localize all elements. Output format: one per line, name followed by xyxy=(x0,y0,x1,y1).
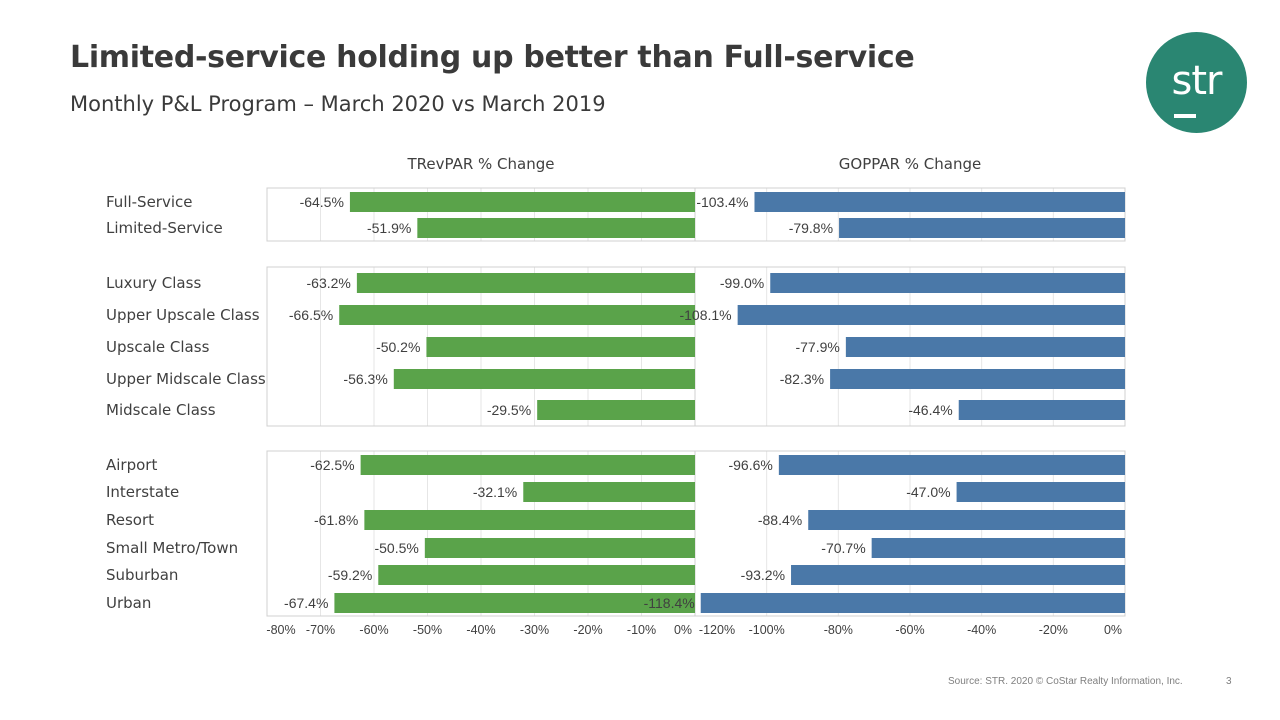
trevpar-data-label: -67.4% xyxy=(284,595,328,611)
goppar-data-label: -82.3% xyxy=(780,371,824,387)
trevpar-data-label: -50.2% xyxy=(376,339,420,355)
group-frame-1 xyxy=(266,187,1126,242)
trevpar-data-label: -66.5% xyxy=(289,307,333,323)
goppar-bar xyxy=(845,337,1125,357)
category-label: Airport xyxy=(106,456,157,474)
goppar-bar xyxy=(956,482,1125,502)
goppar-bar xyxy=(830,369,1125,389)
category-label: Upper Upscale Class xyxy=(106,306,260,324)
trevpar-bar xyxy=(537,400,695,420)
logo-underline xyxy=(1174,114,1196,118)
category-label: Suburban xyxy=(106,566,178,584)
trevpar-axis-tick: -10% xyxy=(627,623,656,637)
goppar-bar xyxy=(791,565,1125,585)
trevpar-axis-tick: -50% xyxy=(413,623,442,637)
goppar-axis-tick: 0% xyxy=(1104,623,1122,637)
category-label: Urban xyxy=(106,594,151,612)
goppar-axis-tick: -40% xyxy=(967,623,996,637)
group-frame-3 xyxy=(266,450,1126,617)
trevpar-data-label: -51.9% xyxy=(367,220,411,236)
trevpar-axis-tick: 0% xyxy=(674,623,692,637)
trevpar-axis-tick: -80% xyxy=(266,623,295,637)
goppar-data-label: -108.1% xyxy=(679,307,731,323)
str-logo-text: str xyxy=(1171,57,1223,104)
trevpar-bar xyxy=(360,455,695,475)
trevpar-axis-tick: -70% xyxy=(306,623,335,637)
goppar-data-label: -103.4% xyxy=(696,194,748,210)
goppar-bar xyxy=(958,400,1125,420)
trevpar-data-label: -32.1% xyxy=(473,484,517,500)
trevpar-axis-tick: -60% xyxy=(359,623,388,637)
panel-title-goppar: GOPPAR % Change xyxy=(839,155,981,173)
trevpar-bar xyxy=(339,305,695,325)
trevpar-data-label: -63.2% xyxy=(307,275,351,291)
trevpar-bar xyxy=(334,593,695,613)
trevpar-data-label: -29.5% xyxy=(487,402,531,418)
category-label: Upper Midscale Class xyxy=(106,370,266,388)
goppar-data-label: -79.8% xyxy=(789,220,833,236)
trevpar-data-label: -64.5% xyxy=(300,194,344,210)
trevpar-axis-tick: -40% xyxy=(466,623,495,637)
goppar-bar xyxy=(737,305,1125,325)
slide-subtitle: Monthly P&L Program – March 2020 vs Marc… xyxy=(70,92,606,116)
trevpar-bar xyxy=(417,218,695,238)
category-label: Upscale Class xyxy=(106,338,210,356)
trevpar-axis-tick: -30% xyxy=(520,623,549,637)
trevpar-bar xyxy=(523,482,695,502)
goppar-axis-tick: -80% xyxy=(824,623,853,637)
slide-title: Limited-service holding up better than F… xyxy=(70,40,915,75)
trevpar-bar xyxy=(364,510,695,530)
goppar-bar xyxy=(754,192,1125,212)
goppar-bar xyxy=(700,593,1125,613)
category-label: Resort xyxy=(106,511,154,529)
trevpar-bar xyxy=(378,565,695,585)
goppar-data-label: -96.6% xyxy=(728,457,772,473)
trevpar-bar xyxy=(393,369,695,389)
category-label: Full-Service xyxy=(106,193,193,211)
goppar-bar xyxy=(778,455,1125,475)
category-label: Luxury Class xyxy=(106,274,201,292)
goppar-data-label: -46.4% xyxy=(908,402,952,418)
trevpar-bar xyxy=(349,192,695,212)
category-label: Limited-Service xyxy=(106,219,223,237)
trevpar-bar xyxy=(424,538,695,558)
goppar-bar xyxy=(839,218,1125,238)
trevpar-bar xyxy=(356,273,695,293)
goppar-data-label: -118.4% xyxy=(644,595,695,611)
goppar-axis-tick: -20% xyxy=(1039,623,1068,637)
goppar-bar xyxy=(808,510,1125,530)
goppar-axis-tick: -100% xyxy=(749,623,785,637)
goppar-data-label: -88.4% xyxy=(758,512,802,528)
goppar-axis-tick: -60% xyxy=(895,623,924,637)
str-logo: str xyxy=(1146,32,1247,133)
trevpar-data-label: -62.5% xyxy=(310,457,354,473)
goppar-bar xyxy=(871,538,1125,558)
trevpar-data-label: -61.8% xyxy=(314,512,358,528)
category-label: Midscale Class xyxy=(106,401,216,419)
trevpar-data-label: -59.2% xyxy=(328,567,372,583)
goppar-bar xyxy=(770,273,1125,293)
goppar-data-label: -77.9% xyxy=(795,339,839,355)
trevpar-data-label: -56.3% xyxy=(343,371,387,387)
goppar-data-label: -93.2% xyxy=(741,567,785,583)
goppar-data-label: -70.7% xyxy=(821,540,865,556)
page-number: 3 xyxy=(1226,676,1232,687)
trevpar-axis-tick: -20% xyxy=(573,623,602,637)
category-label: Small Metro/Town xyxy=(106,539,238,557)
goppar-axis-tick: -120% xyxy=(699,623,735,637)
goppar-data-label: -99.0% xyxy=(720,275,764,291)
trevpar-bar xyxy=(426,337,695,357)
category-label: Interstate xyxy=(106,483,179,501)
source-note: Source: STR. 2020 © CoStar Realty Inform… xyxy=(948,676,1183,687)
trevpar-data-label: -50.5% xyxy=(374,540,418,556)
goppar-data-label: -47.0% xyxy=(906,484,950,500)
panel-title-trevpar: TRevPAR % Change xyxy=(406,155,554,173)
